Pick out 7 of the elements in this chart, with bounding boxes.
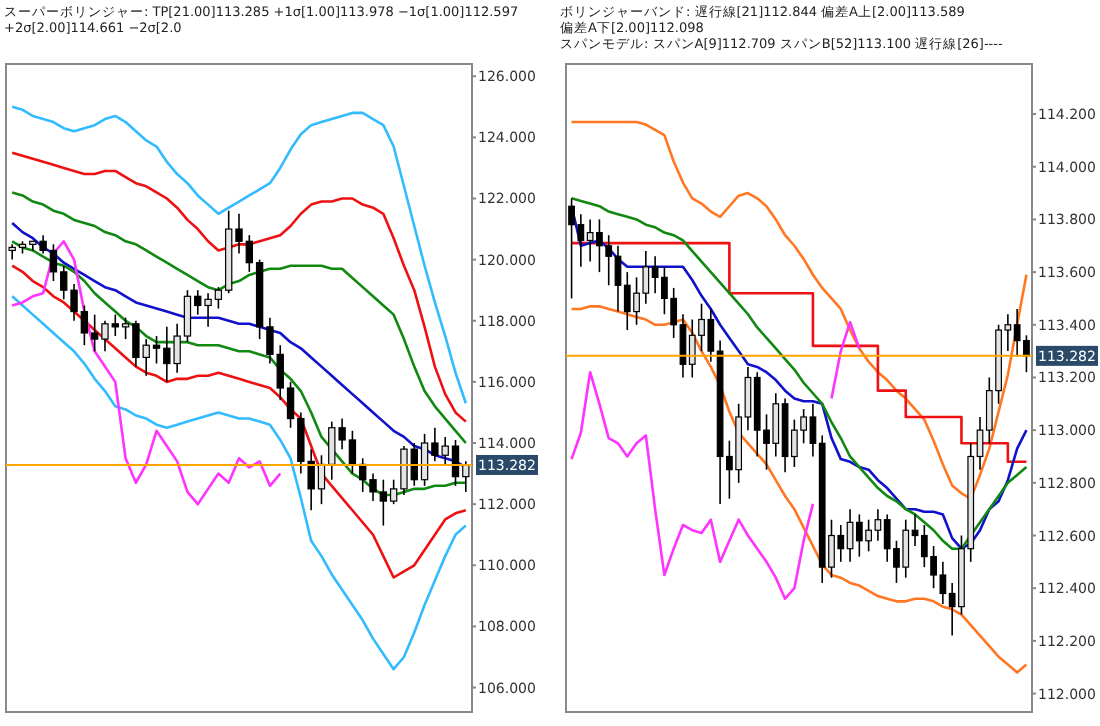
line-series	[10, 239, 282, 506]
line-series	[10, 295, 468, 671]
line-series	[10, 151, 468, 423]
line-series	[10, 191, 468, 445]
line-series	[10, 105, 468, 405]
line-series	[570, 120, 1028, 500]
line-series	[10, 264, 468, 579]
